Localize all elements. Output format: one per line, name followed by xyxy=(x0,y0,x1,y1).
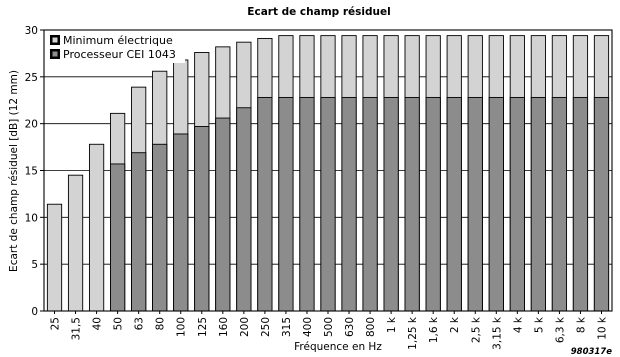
bar-processeur-cei-1043 xyxy=(236,107,252,312)
bar-processeur-cei-1043 xyxy=(299,96,315,312)
y-tick-label: 15 xyxy=(25,166,38,178)
y-tick-label: 30 xyxy=(25,25,38,37)
bar-processeur-cei-1043 xyxy=(530,96,546,312)
x-tick-label: 6,3 k xyxy=(554,316,566,343)
x-tick-label: 500 xyxy=(323,317,335,337)
x-tick-label: 63 xyxy=(134,317,146,330)
x-tick-label: 25 xyxy=(50,317,62,330)
x-axis-ticks: 25 31,5 40 50 63 80 100 125 160 200 250 315 400 500 63… xyxy=(50,311,608,350)
x-axis-label: Fréquence en Hz xyxy=(294,341,382,353)
x-tick-label: 2,5 k xyxy=(470,316,482,343)
bar-processeur-cei-1043 xyxy=(509,96,525,312)
legend-label: Processeur CEI 1043 xyxy=(63,48,176,61)
bar-processeur-cei-1043 xyxy=(173,133,189,312)
x-tick-label: 200 xyxy=(239,317,251,337)
x-tick-label: 31,5 xyxy=(71,317,83,340)
bar-processeur-cei-1043 xyxy=(488,96,504,312)
x-tick-label: 8 k xyxy=(575,316,587,333)
bars xyxy=(46,35,610,312)
y-tick-label: 0 xyxy=(31,306,38,318)
bar-processeur-cei-1043 xyxy=(551,96,568,312)
bar-processeur-cei-1043 xyxy=(278,96,294,312)
legend-swatch-inner xyxy=(52,37,58,43)
bar-processeur-cei-1043 xyxy=(131,152,147,312)
y-axis-label: Ecart de champ résiduel [dB] (12 mm) xyxy=(8,70,20,272)
x-tick-label: 5 k xyxy=(533,316,545,333)
x-tick-label: 80 xyxy=(155,317,167,330)
bar-processeur-cei-1043 xyxy=(404,96,420,312)
chart-title: Ecart de champ résiduel xyxy=(247,6,390,18)
x-tick-label: 630 xyxy=(344,317,356,337)
y-tick-label: 10 xyxy=(25,212,38,224)
x-tick-label: 4 k xyxy=(512,316,524,333)
y-tick-label: 5 xyxy=(31,259,38,271)
bar-processeur-cei-1043 xyxy=(341,96,357,312)
bar-processeur-cei-1043 xyxy=(593,96,610,312)
bar-minimum-electrique xyxy=(46,203,63,312)
x-tick-label: 160 xyxy=(218,317,230,337)
x-tick-label: 250 xyxy=(260,317,272,337)
bar-processeur-cei-1043 xyxy=(215,117,231,312)
x-tick-label: 1 k xyxy=(386,316,398,333)
bar-processeur-cei-1043 xyxy=(362,96,378,312)
x-tick-label: 10 k xyxy=(596,316,608,340)
x-tick-label: 315 xyxy=(281,317,293,337)
bar-processeur-cei-1043 xyxy=(383,96,399,312)
bar-processeur-cei-1043 xyxy=(110,163,126,312)
legend-label: Minimum électrique xyxy=(63,34,173,47)
x-tick-label: 1,6 k xyxy=(428,316,440,343)
bar-minimum-electrique xyxy=(67,174,84,312)
bar-processeur-cei-1043 xyxy=(194,126,210,312)
bar-processeur-cei-1043 xyxy=(257,96,273,312)
x-tick-label: 50 xyxy=(113,317,125,330)
bar-processeur-cei-1043 xyxy=(572,96,589,312)
x-tick-label: 1,25 k xyxy=(407,316,419,350)
x-tick-label: 40 xyxy=(92,317,104,330)
bar-processeur-cei-1043 xyxy=(320,96,336,312)
legend-background xyxy=(47,32,185,63)
y-axis-ticks: 0 5 10 15 20 25 30 xyxy=(25,25,44,318)
y-tick-label: 20 xyxy=(25,119,38,131)
bar-minimum-electrique xyxy=(88,143,105,312)
x-tick-label: 2 k xyxy=(449,316,461,333)
bar-processeur-cei-1043 xyxy=(467,96,483,312)
bar-processeur-cei-1043 xyxy=(152,143,168,312)
x-tick-label: 100 xyxy=(176,317,188,337)
legend-swatch-inner xyxy=(52,51,58,57)
bar-processeur-cei-1043 xyxy=(425,96,441,312)
y-tick-label: 25 xyxy=(25,72,38,84)
figure-code: 980317e xyxy=(571,347,612,357)
x-tick-label: 3,15 k xyxy=(491,316,503,350)
x-tick-label: 800 xyxy=(365,317,377,337)
x-tick-label: 400 xyxy=(302,317,314,337)
bar-processeur-cei-1043 xyxy=(446,96,462,312)
x-tick-label: 125 xyxy=(197,317,209,337)
